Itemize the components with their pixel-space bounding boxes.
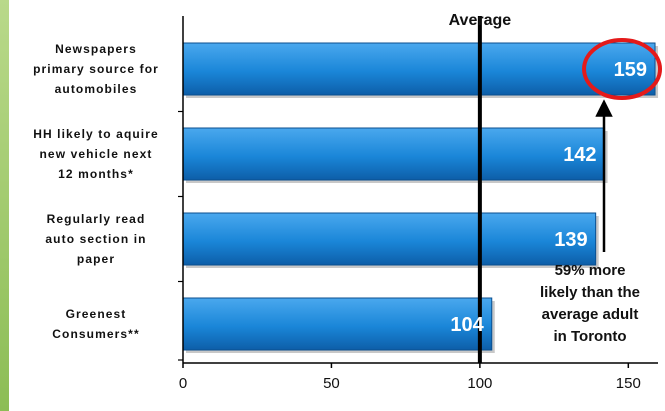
- annotation-line-2: average adult: [542, 306, 639, 323]
- annotation-text: 59% more likely than the average adult in T…: [540, 262, 640, 345]
- annotation-layer: 59% more likely than the average adult in T…: [540, 38, 663, 345]
- axis-layer: 0 50 100 150: [178, 16, 658, 392]
- side-accent-strip: [0, 0, 9, 411]
- x-tick-label-0: 0: [179, 375, 187, 392]
- category-label-3: Greenest Consumers**: [52, 307, 139, 341]
- value-label-3: 104: [450, 314, 484, 336]
- highlight-circle: [582, 38, 663, 100]
- category-label-0-line-2: automobiles: [55, 82, 138, 96]
- x-tick-label-2: 100: [467, 375, 492, 392]
- bar-2: [182, 212, 597, 266]
- bar-3: [182, 297, 493, 351]
- category-label-3-line-1: Consumers**: [52, 327, 139, 341]
- value-label-0: 159: [614, 59, 647, 81]
- category-label-1-line-2: 12 months*: [58, 167, 134, 181]
- annotation-line-3: in Toronto: [553, 328, 626, 345]
- category-label-2: Regularly read auto section in paper: [45, 212, 146, 266]
- category-label-0: Newspapers primary source for automobiles: [33, 42, 159, 96]
- category-label-0-line-1: primary source for: [33, 62, 159, 76]
- bars-layer: [182, 42, 659, 353]
- annotation-line-0: 59% more: [555, 262, 626, 279]
- category-label-0-line-0: Newspapers: [55, 42, 137, 56]
- bar-1: [182, 127, 606, 181]
- category-label-1: HH likely to aquire new vehicle next 12 mo…: [33, 127, 159, 181]
- category-label-2-line-1: auto section in: [45, 232, 146, 246]
- category-label-2-line-2: paper: [77, 252, 115, 266]
- category-label-3-line-0: Greenest: [66, 307, 127, 321]
- category-label-2-line-0: Regularly read: [47, 212, 146, 226]
- annotation-line-1: likely than the: [540, 284, 640, 301]
- x-tick-label-1: 50: [323, 375, 340, 392]
- chart-title: Average: [449, 12, 512, 29]
- category-label-1-line-0: HH likely to aquire: [33, 127, 159, 141]
- category-label-1-line-1: new vehicle next: [40, 147, 153, 161]
- bar-0: [182, 42, 656, 96]
- labels-layer: Average Newspapers primary source for autom…: [33, 12, 647, 341]
- value-label-1: 142: [563, 144, 596, 166]
- value-label-2: 139: [554, 229, 587, 251]
- x-tick-label-3: 150: [616, 375, 641, 392]
